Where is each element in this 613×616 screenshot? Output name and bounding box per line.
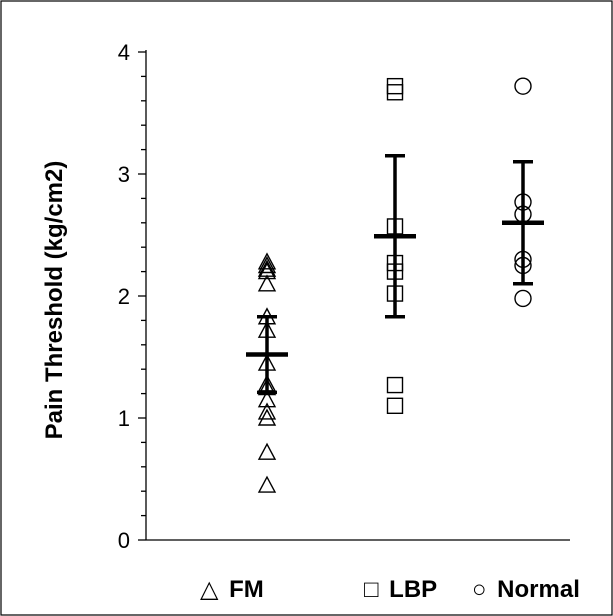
legend-symbol-lbp: □ xyxy=(364,576,379,603)
point-fm xyxy=(257,256,277,274)
legend-label-lbp: LBP xyxy=(389,576,437,603)
point-fm xyxy=(257,475,277,493)
y-axis-ticks: 0 1 2 3 4 xyxy=(118,40,146,553)
y-tick-label: 2 xyxy=(118,284,130,309)
legend-label-normal: Normal xyxy=(497,576,580,603)
y-axis-label: Pain Threshold (kg/cm2) xyxy=(41,161,68,440)
legend-symbol-fm: △ xyxy=(200,576,219,603)
point-lbp xyxy=(386,397,404,414)
point-lbp xyxy=(386,84,404,101)
y-tick-label: 0 xyxy=(118,528,130,553)
point-fm xyxy=(257,402,277,420)
point-fm xyxy=(257,390,277,408)
point-normal xyxy=(514,289,532,308)
point-fm xyxy=(257,274,277,292)
legend-label-fm: FM xyxy=(229,576,264,603)
point-normal xyxy=(514,77,532,95)
point-lbp xyxy=(386,77,404,95)
point-fm xyxy=(257,252,277,270)
point-lbp xyxy=(386,376,404,394)
point-fm xyxy=(257,262,277,280)
mean-error-bars xyxy=(246,153,544,395)
point-fm xyxy=(257,442,277,460)
legend: △ FM □ LBP ○ Normal xyxy=(200,576,580,603)
legend-entry-lbp: □ LBP xyxy=(364,576,437,603)
legend-entry-fm: △ FM xyxy=(200,576,264,603)
y-tick-label: 4 xyxy=(118,40,130,65)
legend-entry-normal: ○ Normal xyxy=(472,576,580,603)
point-fm xyxy=(257,408,277,426)
point-fm xyxy=(257,378,277,396)
y-tick-label: 1 xyxy=(118,406,130,431)
y-tick-label: 3 xyxy=(118,162,130,187)
legend-symbol-normal: ○ xyxy=(472,576,487,603)
